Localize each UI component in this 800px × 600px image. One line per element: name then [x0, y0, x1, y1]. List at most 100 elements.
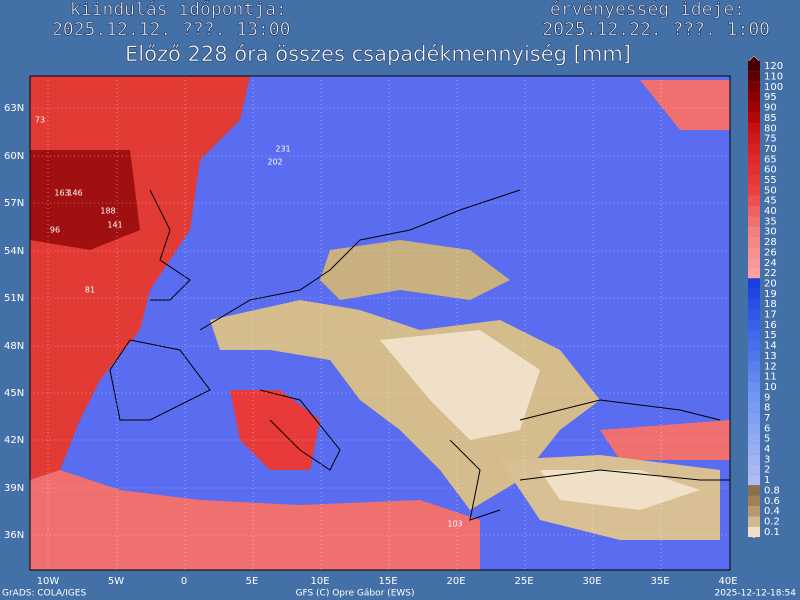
lat-label: 45N [4, 388, 24, 399]
colorbar-label: 0.1 [764, 527, 780, 538]
lat-label: 36N [4, 530, 24, 541]
colorbar-swatch [748, 133, 760, 144]
lat-label: 51N [4, 293, 24, 304]
colorbar-label: 8 [764, 403, 770, 414]
colorbar-label: 28 [764, 237, 777, 248]
colorbar-swatch [748, 474, 760, 486]
map-value: 141 [107, 221, 122, 230]
coast [519, 469, 730, 481]
lon-label: 30E [582, 576, 601, 587]
colorbar-swatch [748, 195, 760, 206]
colorbar-swatch [748, 205, 760, 217]
colorbar-swatch [748, 154, 760, 165]
colorbar-label: 9 [764, 392, 770, 403]
colorbar-swatch [748, 392, 760, 403]
colorbar-label: 0.2 [764, 516, 780, 527]
lat-label: 54N [4, 246, 24, 257]
valid-time: 2025.12.22. ???. 1:00 [542, 19, 770, 40]
colorbar-label: 70 [764, 144, 777, 155]
colorbar-label: 22 [764, 268, 777, 279]
map [29, 75, 731, 571]
colorbar-swatch [748, 257, 760, 268]
colorbar-label: 75 [764, 134, 777, 145]
colorbar-label: 90 [764, 103, 777, 114]
colorbar-swatch [748, 423, 760, 434]
colorbar-swatch [748, 299, 760, 310]
colorbar-label: 65 [764, 154, 777, 165]
coast [519, 399, 721, 421]
colorbar-label: 12 [764, 361, 777, 372]
colorbar-label: 15 [764, 330, 777, 341]
colorbar-swatch [748, 526, 760, 537]
colorbar-label: 110 [764, 72, 783, 83]
footer-left: GrADS: COLA/IGES [2, 589, 86, 599]
colorbar-swatch [748, 236, 760, 248]
start-label: kiindulás időpontja: [70, 0, 287, 20]
rain-south [30, 470, 480, 570]
colorbar-label: 13 [764, 351, 777, 362]
colorbar-swatch [748, 505, 760, 517]
title: Előző 228 óra összes csapadékmennyiség [… [125, 42, 631, 66]
rain-east [600, 80, 730, 460]
coast [259, 389, 341, 471]
map-value: 81 [85, 286, 95, 295]
colorbar-swatch [748, 174, 760, 186]
start-time: 2025.12.12. ???. 13:00 [52, 19, 290, 40]
colorbar-label: 24 [764, 258, 777, 269]
colorbar-swatch [748, 112, 760, 124]
colorbar-swatch [748, 226, 760, 237]
colorbar-swatch [748, 340, 760, 351]
colorbar-label: 7 [764, 413, 770, 424]
colorbar-swatch [748, 495, 760, 506]
colorbar-label: 85 [764, 113, 777, 124]
colorbar-swatch [748, 433, 760, 444]
lon-label: 25E [514, 576, 533, 587]
lon-label: 40E [718, 576, 737, 587]
colorbar-label: 30 [764, 227, 777, 238]
colorbar-label: 18 [764, 299, 777, 310]
lat-label: 39N [4, 483, 24, 494]
lat-label: 63N [4, 103, 24, 114]
lat-label: 42N [4, 435, 24, 446]
lon-label: 20E [446, 576, 465, 587]
footer-right: 2025-12-12-18:54 [715, 589, 797, 599]
colorbar-label: 55 [764, 175, 777, 186]
colorbar-swatch [748, 464, 760, 475]
dry-north [320, 240, 510, 300]
colorbar-label: 120 [764, 61, 783, 72]
dry-core [380, 330, 540, 440]
lon-label: 10W [37, 576, 60, 587]
lon-label: 35E [650, 576, 669, 587]
colorbar-swatch [748, 443, 760, 455]
colorbar-swatch [748, 288, 760, 299]
colorbar-swatch [748, 123, 760, 134]
map-value: 231 [275, 145, 290, 154]
colorbar-label: 16 [764, 320, 777, 331]
colorbar-label: 1 [764, 475, 770, 486]
colorbar-swatch [748, 267, 760, 279]
dry-anatolia-core [540, 470, 700, 510]
colorbar-label: 45 [764, 196, 777, 207]
coast [199, 189, 521, 331]
coastlines [109, 189, 730, 521]
lon-label: 5W [108, 576, 124, 587]
map-value: 188 [100, 207, 115, 216]
colorbar-label: 3 [764, 454, 770, 465]
lon-label: 15E [378, 576, 397, 587]
lon-label: 0 [181, 576, 187, 587]
colorbar-label: 26 [764, 247, 777, 258]
map-value: 73 [35, 116, 45, 125]
colorbar-swatch [748, 185, 760, 196]
colorbar-swatch [748, 485, 760, 496]
footer-center: GFS (C) Opre Gábor (EWS) [295, 589, 414, 599]
colorbar-label: 2 [764, 465, 770, 476]
colorbar-label: 60 [764, 165, 777, 176]
colorbar-swatch [748, 412, 760, 424]
colorbar-label: 11 [764, 372, 777, 383]
map-value: 163 [54, 189, 69, 198]
colorbar-label: 95 [764, 92, 777, 103]
colorbar-swatch [748, 330, 760, 341]
colorbar-swatch [748, 371, 760, 382]
colorbar-swatch [748, 81, 760, 93]
colorbar-swatch [748, 454, 760, 465]
